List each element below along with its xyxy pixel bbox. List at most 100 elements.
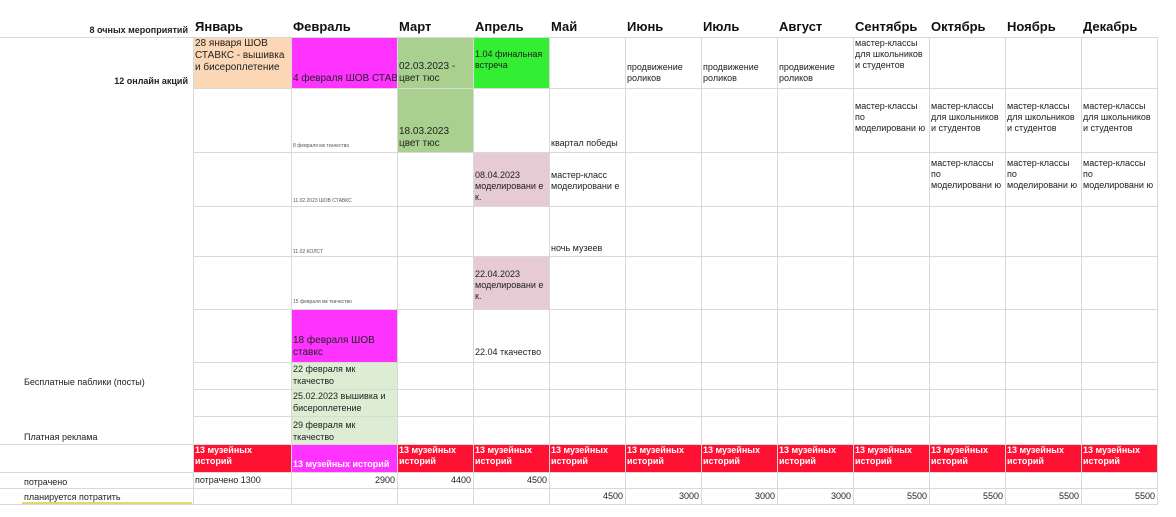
label-ochnyh: 8 очных мероприятий: [89, 25, 188, 35]
cell-nov-r2[interactable]: мастер-классы для школьников и студентов: [1007, 101, 1075, 133]
cell-feb-r9[interactable]: 29 февраля мк ткачество: [291, 416, 397, 444]
plan-dec[interactable]: 5500: [1134, 491, 1155, 501]
spent-apr[interactable]: 4500: [526, 475, 547, 485]
grid-line: [193, 389, 1158, 390]
cell-may-r3[interactable]: мастер-класс моделировани е: [551, 170, 620, 191]
cell-feb-r8[interactable]: 25.02.2023 вышивка и бисероплетение: [291, 389, 397, 416]
plan-aug[interactable]: 3000: [830, 491, 851, 501]
plan-jun[interactable]: 3000: [678, 491, 699, 501]
grid-line: [1081, 37, 1082, 504]
label-planned: планируется потратить: [24, 492, 121, 502]
stories-jan[interactable]: 13 музейных историй: [193, 444, 291, 472]
month-header-sep[interactable]: Сентябрь: [855, 19, 918, 34]
label-free-publics: Бесплатные паблики (посты): [24, 377, 145, 387]
cell-jul-r1[interactable]: продвижение роликов: [703, 62, 759, 83]
grid-line: [193, 152, 1158, 153]
planned-underline: [22, 502, 192, 504]
month-header-apr[interactable]: Апрель: [475, 19, 524, 34]
stories-apr[interactable]: 13 музейных историй: [473, 444, 549, 472]
grid-line: [777, 37, 778, 504]
cell-feb-r7[interactable]: 22 февраля мк ткачество: [291, 362, 397, 389]
spent-jan[interactable]: потрачено 1300: [195, 475, 261, 485]
grid-line: [193, 309, 1158, 310]
cell-nov-r3[interactable]: мастер-классы по моделировани ю: [1007, 158, 1078, 190]
grid-line: [193, 362, 1158, 363]
grid-line: [549, 37, 550, 504]
cell-apr-r1[interactable]: 1.04 финальная встреча: [473, 37, 549, 88]
cell-jan-r1[interactable]: 28 января ШОВ СТАВКС - вышивка и бисероп…: [193, 37, 291, 88]
stories-nov[interactable]: 13 музейных историй: [1005, 444, 1081, 472]
cell-may-r4[interactable]: ночь музеев: [551, 243, 603, 253]
grid-line: [701, 37, 702, 504]
month-header-dec[interactable]: Декабрь: [1083, 19, 1138, 34]
grid-line: [0, 472, 1158, 473]
month-header-nov[interactable]: Ноябрь: [1007, 19, 1056, 34]
cell-feb-r5[interactable]: 15 февраля мк ткачество: [293, 299, 352, 305]
stories-jul[interactable]: 13 музейных историй: [701, 444, 777, 472]
grid-line: [193, 256, 1158, 257]
grid-line: [291, 37, 292, 504]
cell-mar-r2[interactable]: 18.03.2023 цвет тюс: [397, 88, 473, 152]
stories-oct[interactable]: 13 музейных историй: [929, 444, 1005, 472]
grid-line: [193, 37, 194, 504]
cell-feb-r3[interactable]: 11.02.2023 ШОВ СТАВКС: [293, 198, 352, 204]
cell-feb-r1[interactable]: 4 февраля ШОВ СТАВКС: [291, 37, 411, 88]
month-header-jul[interactable]: Июль: [703, 19, 740, 34]
spent-mar[interactable]: 4400: [450, 475, 471, 485]
cell-apr-r5[interactable]: 22.04.2023 моделировани е к.: [473, 256, 549, 309]
cell-sep-r1[interactable]: мастер-классы для школьников и студентов: [855, 38, 923, 70]
plan-jul[interactable]: 3000: [754, 491, 775, 501]
cell-dec-r3[interactable]: мастер-классы по моделировани ю: [1083, 158, 1154, 190]
cell-aug-r1[interactable]: продвижение роликов: [779, 62, 835, 83]
cell-feb-r6[interactable]: 18 февраля ШОВ ставкс: [291, 309, 397, 362]
cell-sep-r2[interactable]: мастер-классы по моделировани ю: [855, 101, 926, 133]
grid-line: [853, 37, 854, 504]
grid-line: [1005, 37, 1006, 504]
month-header-oct[interactable]: Октябрь: [931, 19, 986, 34]
month-header-jan[interactable]: Январь: [195, 19, 244, 34]
grid-line: [193, 416, 1158, 417]
plan-nov[interactable]: 5500: [1058, 491, 1079, 501]
stories-jun[interactable]: 13 музейных историй: [625, 444, 701, 472]
stories-mar[interactable]: 13 музейных историй: [397, 444, 473, 472]
label-online: 12 онлайн акций: [114, 76, 188, 86]
month-header-aug[interactable]: Август: [779, 19, 823, 34]
label-paid-ads: Платная реклама: [24, 432, 98, 442]
grid-line: [0, 488, 1158, 489]
cell-apr-r6[interactable]: 22.04 ткачество: [475, 347, 542, 357]
month-header-mar[interactable]: Март: [399, 19, 432, 34]
grid-line: [1157, 37, 1158, 504]
stories-feb[interactable]: 13 музейных историй: [291, 444, 397, 472]
plan-may[interactable]: 4500: [602, 491, 623, 501]
cell-mar-r1[interactable]: 02.03.2023 - цвет тюс: [397, 37, 473, 88]
stories-may[interactable]: 13 музейных историй: [549, 444, 625, 472]
stories-aug[interactable]: 13 музейных историй: [777, 444, 853, 472]
cell-feb-r2[interactable]: 8 февраля мк ткачество: [293, 143, 350, 149]
month-header-jun[interactable]: Июнь: [627, 19, 664, 34]
grid-line: [193, 88, 1158, 89]
grid-line: [0, 444, 1158, 445]
stories-dec[interactable]: 13 музейных историй: [1081, 444, 1157, 472]
cell-may-r2[interactable]: квартал победы: [551, 138, 618, 148]
plan-oct[interactable]: 5500: [982, 491, 1003, 501]
grid-line: [397, 37, 398, 504]
cell-oct-r2[interactable]: мастер-классы для школьников и студентов: [931, 101, 999, 133]
cell-feb-r4[interactable]: 11.02 КОЛСТ: [293, 249, 323, 255]
cell-oct-r3[interactable]: мастер-классы по моделировани ю: [931, 158, 1002, 190]
spent-feb[interactable]: 2900: [374, 475, 395, 485]
grid-line: [473, 37, 474, 504]
cell-dec-r2[interactable]: мастер-классы для школьников и студентов: [1083, 101, 1151, 133]
grid-line: [193, 206, 1158, 207]
grid-line: [929, 37, 930, 504]
month-header-may[interactable]: Май: [551, 19, 578, 34]
grid-line: [0, 37, 1158, 38]
label-spent: потрачено: [24, 477, 68, 487]
cell-apr-r3[interactable]: 08.04.2023 моделировани е к.: [473, 152, 549, 206]
plan-sep[interactable]: 5500: [906, 491, 927, 501]
grid-line: [0, 504, 1158, 505]
cell-jun-r1[interactable]: продвижение роликов: [627, 62, 683, 83]
grid-line: [625, 37, 626, 504]
stories-sep[interactable]: 13 музейных историй: [853, 444, 929, 472]
month-header-feb[interactable]: Февраль: [293, 19, 351, 34]
